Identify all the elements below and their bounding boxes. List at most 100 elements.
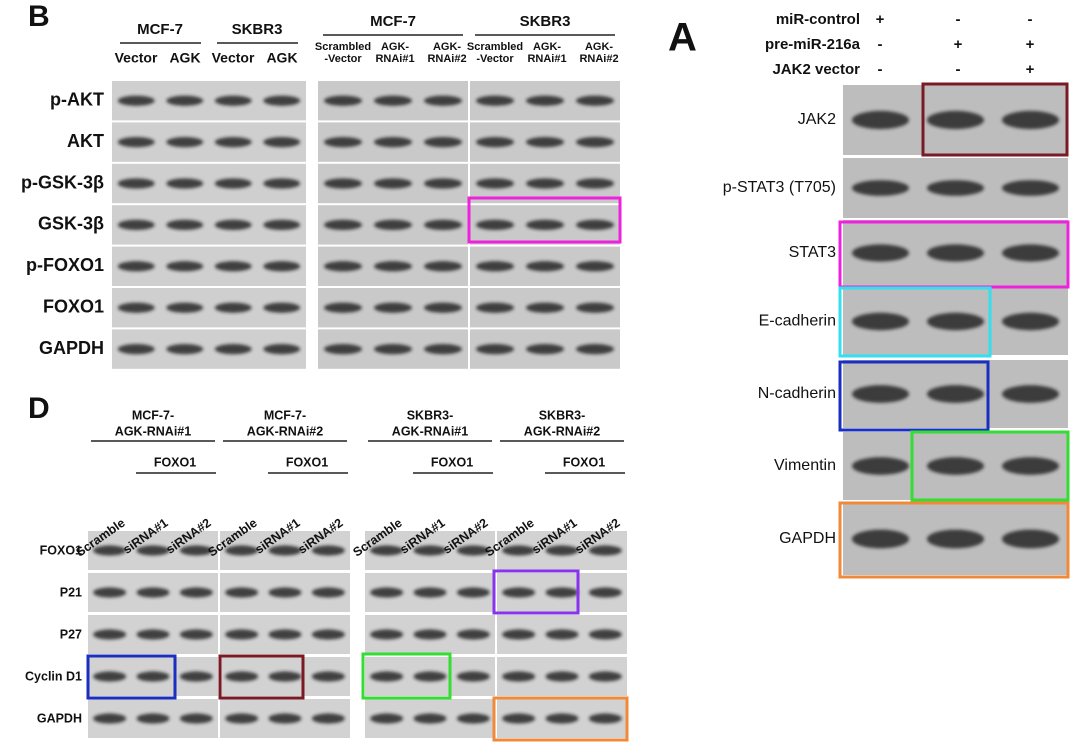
band (526, 261, 564, 272)
band (413, 587, 447, 598)
band (413, 671, 447, 682)
band (324, 95, 362, 106)
band (225, 587, 259, 598)
row-label: N-cadherin (758, 385, 836, 402)
sub-label: FOXO1 (563, 455, 605, 469)
sign: + (876, 11, 885, 28)
band (324, 219, 362, 231)
band (545, 587, 579, 598)
band (374, 261, 412, 272)
band (852, 457, 909, 475)
band (117, 302, 155, 313)
lane-label: AGK- (381, 41, 409, 53)
band (374, 136, 412, 148)
band (263, 136, 301, 148)
band (476, 302, 514, 313)
band (166, 343, 204, 355)
band (852, 529, 909, 549)
band (526, 343, 564, 355)
row-label: GSK-3β (38, 214, 104, 234)
band (852, 244, 909, 262)
band (324, 136, 362, 148)
band (1002, 312, 1059, 331)
band (588, 587, 622, 598)
band (370, 629, 404, 640)
band (526, 95, 564, 106)
band (225, 545, 259, 556)
band (93, 545, 127, 556)
lane-label: RNAi#1 (527, 53, 566, 65)
band (545, 713, 579, 724)
band (117, 178, 155, 189)
lane-label: AGK- (433, 41, 461, 53)
highlight-box (218, 654, 305, 700)
row-label: P21 (60, 585, 82, 599)
highlight-box (838, 501, 1070, 579)
band (324, 178, 362, 189)
row-label: P27 (60, 627, 82, 641)
row-label: JAK2 (798, 111, 836, 128)
band (311, 629, 345, 640)
band (927, 110, 984, 130)
band (1002, 180, 1059, 196)
sign: - (956, 11, 961, 28)
lane-label: Vector (115, 50, 158, 66)
lane-label: Vector (212, 50, 255, 66)
band (214, 178, 252, 189)
band (93, 629, 127, 640)
panel-label: A (668, 16, 697, 60)
band (324, 302, 362, 313)
group-label: MCF-7- (264, 408, 306, 422)
band (424, 219, 462, 231)
band (179, 713, 213, 724)
band (502, 545, 536, 556)
row-label: p-FOXO1 (26, 255, 104, 275)
row-label: p-GSK-3β (21, 172, 104, 192)
band (576, 302, 614, 313)
highlight-box (492, 569, 580, 615)
lane-label: AGK- (533, 41, 561, 53)
band (852, 180, 909, 196)
band (263, 178, 301, 189)
sub-label: FOXO1 (431, 455, 473, 469)
group-label: AGK-RNAi#2 (247, 424, 323, 438)
band (852, 385, 909, 403)
band (424, 343, 462, 355)
row-label: GAPDH (37, 711, 82, 725)
band (526, 178, 564, 189)
band (214, 219, 252, 231)
band (370, 671, 404, 682)
band (263, 95, 301, 106)
band (263, 219, 301, 231)
band (424, 261, 462, 272)
band (374, 219, 412, 231)
band (93, 587, 127, 598)
band (225, 629, 259, 640)
band (456, 629, 490, 640)
band (545, 629, 579, 640)
row-label: FOXO1 (40, 543, 82, 557)
band (374, 95, 412, 106)
highlight-box (910, 430, 1070, 502)
group-label: AGK-RNAi#2 (524, 424, 600, 438)
band (424, 95, 462, 106)
band (456, 545, 490, 556)
band (370, 545, 404, 556)
band (311, 587, 345, 598)
band (424, 178, 462, 189)
band (456, 713, 490, 724)
group-label: SKBR3 (232, 21, 283, 38)
band (268, 629, 302, 640)
condition-label: pre-miR-216a (765, 36, 861, 53)
sub-label: FOXO1 (154, 455, 196, 469)
band (576, 178, 614, 189)
band (576, 219, 614, 231)
band (1002, 244, 1059, 262)
band (927, 244, 984, 262)
panel-label: D (28, 392, 50, 425)
band (136, 629, 170, 640)
band (311, 713, 345, 724)
band (927, 312, 984, 331)
sign: - (878, 61, 883, 78)
band (545, 671, 579, 682)
